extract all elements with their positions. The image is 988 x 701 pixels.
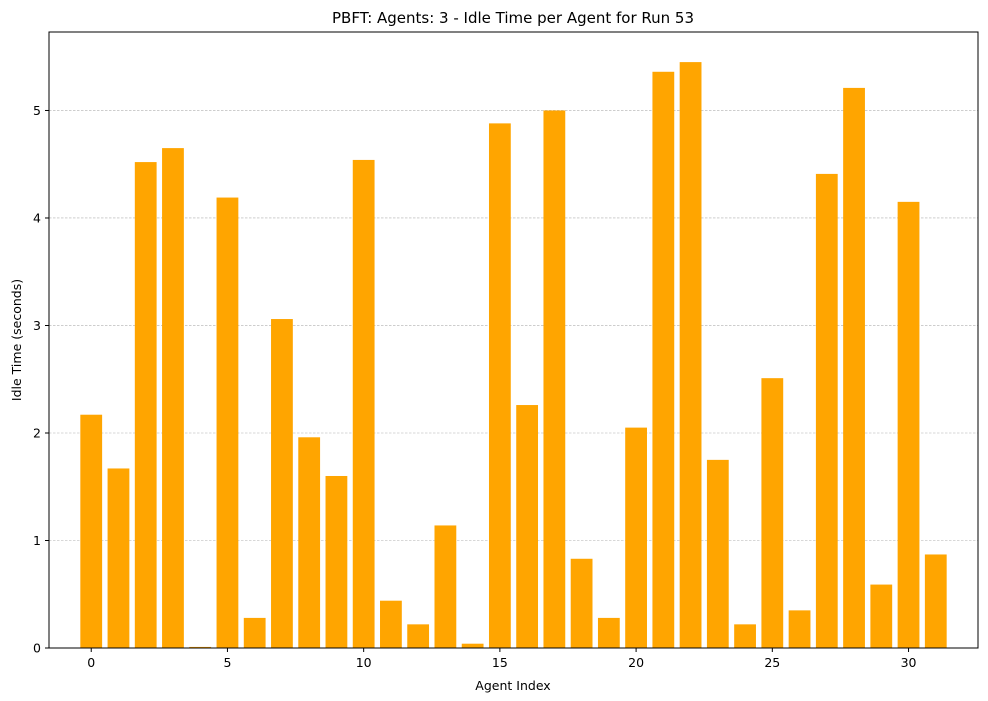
x-tick-label: 5 bbox=[223, 655, 231, 670]
bar-agent-1 bbox=[107, 468, 130, 648]
x-tick-label: 0 bbox=[87, 655, 95, 670]
bar-agent-25 bbox=[761, 378, 784, 648]
bar-agent-8 bbox=[298, 437, 321, 648]
bar-agent-5 bbox=[216, 197, 239, 649]
bar-agent-17 bbox=[543, 110, 566, 648]
bar-agent-11 bbox=[380, 600, 402, 648]
bar-agent-13 bbox=[434, 525, 457, 648]
x-tick-label: 20 bbox=[628, 655, 644, 670]
bar-agent-21 bbox=[652, 71, 675, 648]
bar-agent-23 bbox=[706, 459, 729, 648]
bar-agent-16 bbox=[516, 405, 539, 648]
bar-agent-30 bbox=[897, 201, 920, 649]
y-tick-label: 0 bbox=[33, 641, 41, 656]
bar-agent-0 bbox=[80, 414, 103, 648]
bar-agent-28 bbox=[843, 87, 865, 648]
bar-agent-18 bbox=[570, 558, 593, 648]
bar-agent-20 bbox=[625, 427, 647, 648]
x-tick-label: 15 bbox=[492, 655, 508, 670]
chart-title: PBFT: Agents: 3 - Idle Time per Agent fo… bbox=[332, 9, 694, 27]
x-axis-label: Agent Index bbox=[475, 678, 550, 693]
y-tick-label: 5 bbox=[33, 103, 41, 118]
y-tick-label: 2 bbox=[33, 425, 41, 440]
bar-agent-27 bbox=[815, 173, 838, 648]
bar-agent-26 bbox=[788, 610, 811, 648]
ticks: 0 5 10 15 20 25 30 0 1 2 3 4 5 bbox=[33, 103, 916, 670]
y-tick-label: 1 bbox=[33, 533, 41, 548]
y-tick-label: 4 bbox=[33, 210, 41, 225]
x-tick-label: 10 bbox=[356, 655, 372, 670]
bar-agent-4 bbox=[189, 646, 212, 648]
bar-agent-14 bbox=[461, 643, 484, 648]
bar-agent-6 bbox=[243, 617, 266, 648]
bar-agent-19 bbox=[597, 617, 620, 648]
bars bbox=[80, 62, 947, 649]
bar-agent-10 bbox=[352, 159, 375, 649]
plot-frame bbox=[48, 31, 979, 649]
bar-agent-29 bbox=[870, 584, 893, 648]
bar-agent-12 bbox=[407, 624, 430, 648]
bar-agent-7 bbox=[271, 319, 293, 648]
bar-agent-24 bbox=[734, 624, 756, 648]
bar-agent-2 bbox=[134, 162, 157, 649]
bar-agent-9 bbox=[325, 475, 348, 648]
y-tick-label: 3 bbox=[33, 318, 41, 333]
x-tick-label: 30 bbox=[901, 655, 917, 670]
y-axis-label: Idle Time (seconds) bbox=[9, 279, 24, 401]
bar-agent-31 bbox=[924, 554, 947, 648]
bar-agent-15 bbox=[488, 123, 511, 648]
bar-agent-22 bbox=[679, 62, 702, 649]
x-tick-label: 25 bbox=[764, 655, 780, 670]
bar-agent-3 bbox=[162, 148, 184, 648]
